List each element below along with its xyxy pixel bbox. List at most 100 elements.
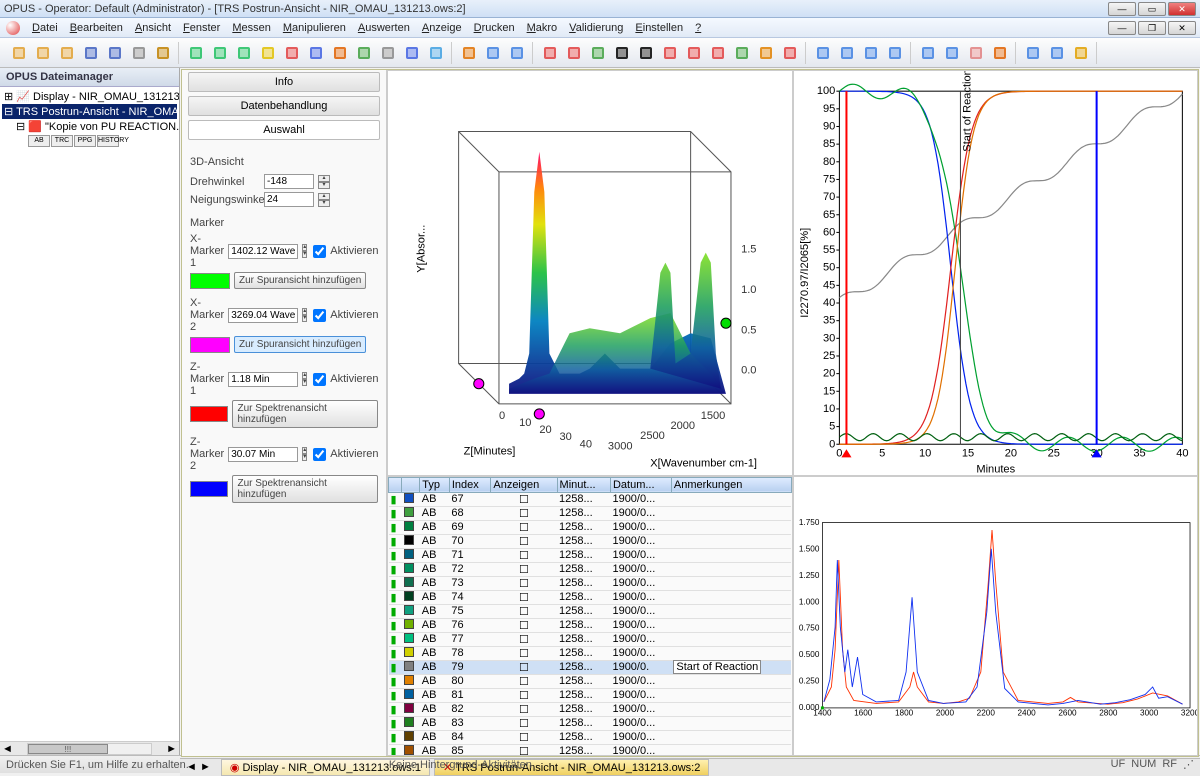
table-row[interactable]: ▮AB78☐1258...1900/0... — [389, 646, 792, 660]
save-icon[interactable] — [80, 42, 102, 64]
drehwinkel-input[interactable] — [264, 174, 314, 189]
table-row[interactable]: ▮AB85☐1258...1900/0... — [389, 744, 792, 755]
zmarker1-input[interactable] — [228, 372, 298, 387]
add-trace-button[interactable]: Zur Spuransicht hinzufügen — [234, 336, 366, 353]
win1-icon[interactable] — [812, 42, 834, 64]
mdi-minimize-button[interactable]: — — [1108, 21, 1136, 35]
menu-validierung[interactable]: Validierung — [563, 22, 629, 34]
panel-hscroll[interactable]: ◄ !!! ► — [0, 741, 179, 755]
win3-icon[interactable] — [860, 42, 882, 64]
spectra-table[interactable]: TypIndexAnzeigenMinut...Datum...Anmerkun… — [387, 476, 793, 756]
chart2-icon[interactable] — [305, 42, 327, 64]
list-icon[interactable] — [377, 42, 399, 64]
sig-icon[interactable] — [989, 42, 1011, 64]
table-row[interactable]: ▮AB69☐1258...1900/0... — [389, 520, 792, 534]
col-header[interactable]: Index — [449, 477, 491, 492]
menu-?[interactable]: ? — [689, 22, 707, 34]
col-header[interactable]: Typ — [420, 477, 450, 492]
tree-tag[interactable]: TRC — [51, 135, 73, 147]
measure2-icon[interactable] — [209, 42, 231, 64]
doc2-icon[interactable] — [941, 42, 963, 64]
menu-bearbeiten[interactable]: Bearbeiten — [64, 22, 129, 34]
print-icon[interactable] — [128, 42, 150, 64]
menu-auswerten[interactable]: Auswerten — [352, 22, 416, 34]
win4-icon[interactable] — [884, 42, 906, 64]
table-row[interactable]: ▮AB80☐1258...1900/0... — [389, 674, 792, 688]
table-row[interactable]: ▮AB67☐1258...1900/0... — [389, 492, 792, 506]
add-trace-button[interactable]: Zur Spuransicht hinzufügen — [234, 272, 366, 289]
menu-drucken[interactable]: Drucken — [468, 22, 521, 34]
neigung-input[interactable] — [264, 192, 314, 207]
report4-icon[interactable] — [731, 42, 753, 64]
zmarker1-check[interactable] — [313, 373, 326, 386]
table-row[interactable]: ▮AB76☐1258...1900/0... — [389, 618, 792, 632]
table-row[interactable]: ▮AB84☐1258...1900/0... — [389, 730, 792, 744]
menu-messen[interactable]: Messen — [226, 22, 277, 34]
spec2-icon[interactable] — [635, 42, 657, 64]
table-row[interactable]: ▮AB68☐1258...1900/0... — [389, 506, 792, 520]
table-row[interactable]: ▮AB83☐1258...1900/0... — [389, 716, 792, 730]
tree-item-selected[interactable]: ⊟ TRS Postrun-Ansicht - NIR_OMAU_131213.… — [2, 104, 177, 119]
folder-open-icon[interactable] — [8, 42, 30, 64]
tool-icon[interactable] — [329, 42, 351, 64]
doc1-icon[interactable] — [917, 42, 939, 64]
table-row[interactable]: ▮AB81☐1258...1900/0... — [389, 688, 792, 702]
gauge2-icon[interactable] — [563, 42, 585, 64]
folder-recent-icon[interactable] — [56, 42, 78, 64]
peak-icon[interactable] — [458, 42, 480, 64]
table-row[interactable]: ▮AB70☐1258...1900/0... — [389, 534, 792, 548]
plot-time-trace[interactable]: 0510152025303540455055606570758085909510… — [793, 70, 1199, 476]
table-row[interactable]: ▮AB79☐1258...1900/0.Start of Reaction — [389, 660, 792, 674]
col-header[interactable] — [402, 477, 420, 492]
zmarker2-color[interactable] — [190, 481, 228, 497]
table-icon[interactable] — [506, 42, 528, 64]
xmarker1-color[interactable] — [190, 273, 230, 289]
doc3-icon[interactable] — [965, 42, 987, 64]
table-row[interactable]: ▮AB77☐1258...1900/0... — [389, 632, 792, 646]
col-header[interactable]: Anzeigen — [491, 477, 557, 492]
spinner[interactable]: ▴▾ — [318, 175, 330, 189]
table-row[interactable]: ▮AB82☐1258...1900/0... — [389, 702, 792, 716]
zmarker1-color[interactable] — [190, 406, 228, 422]
tree-tag[interactable]: HISTORY — [97, 135, 119, 147]
add-spectra-button[interactable]: Zur Spektrenansicht hinzufügen — [232, 475, 378, 503]
xmarker1-check[interactable] — [313, 245, 326, 258]
win2-icon[interactable] — [836, 42, 858, 64]
flask-icon[interactable] — [401, 42, 423, 64]
tab-info[interactable]: Info — [188, 72, 380, 92]
tab-datenbehandlung[interactable]: Datenbehandlung — [188, 96, 380, 116]
lamp-icon[interactable] — [257, 42, 279, 64]
table-row[interactable]: ▮AB72☐1258...1900/0... — [389, 562, 792, 576]
xmarker1-input[interactable] — [228, 244, 298, 259]
chart-icon[interactable] — [281, 42, 303, 64]
report3-icon[interactable] — [707, 42, 729, 64]
plot-3d[interactable]: 1.51.00.50.0 010203040 1500200025003000 … — [387, 70, 793, 476]
db1-icon[interactable] — [1022, 42, 1044, 64]
maximize-button[interactable]: ▭ — [1138, 2, 1166, 16]
measure-icon[interactable] — [185, 42, 207, 64]
bar-icon[interactable] — [755, 42, 777, 64]
menu-ansicht[interactable]: Ansicht — [129, 22, 177, 34]
xmarker2-check[interactable] — [313, 309, 326, 322]
close-button[interactable]: ✕ — [1168, 2, 1196, 16]
zmarker2-check[interactable] — [313, 448, 326, 461]
col-header[interactable] — [389, 477, 402, 492]
menu-fenster[interactable]: Fenster — [177, 22, 226, 34]
folder-icon[interactable] — [32, 42, 54, 64]
minimize-button[interactable]: — — [1108, 2, 1136, 16]
tree-item[interactable]: ⊟ 🟥 "Kopie von PU REACTION. 250.0" 1 — [2, 119, 177, 134]
valid-icon[interactable] — [353, 42, 375, 64]
time-icon[interactable] — [425, 42, 447, 64]
spec1-icon[interactable] — [611, 42, 633, 64]
spinner[interactable]: ▴▾ — [318, 193, 330, 207]
xmarker2-color[interactable] — [190, 337, 230, 353]
measure3-icon[interactable] — [233, 42, 255, 64]
col-header[interactable]: Minut... — [557, 477, 610, 492]
edit-icon[interactable] — [1070, 42, 1092, 64]
table-row[interactable]: ▮AB74☐1258...1900/0... — [389, 590, 792, 604]
save-all-icon[interactable] — [104, 42, 126, 64]
table-row[interactable]: ▮AB75☐1258...1900/0... — [389, 604, 792, 618]
tree-item[interactable]: ⊞ 📈 Display - NIR_OMAU_131213.ows:1 — [2, 89, 177, 104]
tree-tag[interactable]: PPG — [74, 135, 96, 147]
menu-datei[interactable]: Datei — [26, 22, 64, 34]
